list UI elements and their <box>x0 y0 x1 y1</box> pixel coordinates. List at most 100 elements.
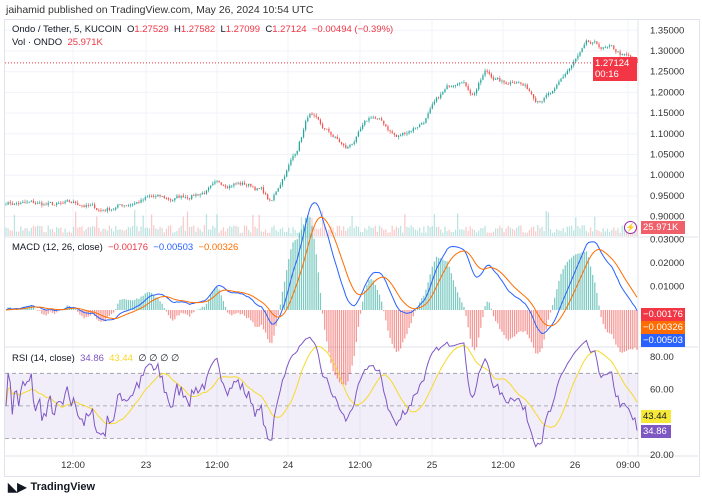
volume-bar <box>148 228 151 236</box>
volume-bar <box>516 227 518 236</box>
candle-body <box>43 204 45 206</box>
macd-histogram-bar <box>277 310 279 316</box>
macd-histogram-bar <box>414 310 417 312</box>
volume-bar <box>34 226 37 236</box>
volume-bar <box>220 230 222 236</box>
lightning-icon[interactable]: ⚡ <box>624 221 637 234</box>
volume-bar <box>104 229 106 236</box>
volume-bar <box>60 227 62 236</box>
macd-histogram-bar <box>410 310 412 324</box>
candle-body <box>258 188 260 190</box>
macd-histogram-bar <box>573 255 575 310</box>
candle-body <box>419 124 421 128</box>
macd-histogram-bar <box>321 310 324 314</box>
macd-histogram-bar <box>75 308 77 310</box>
macd-histogram-bar <box>408 310 410 329</box>
volume-bar <box>195 231 197 236</box>
candle-body <box>425 118 427 123</box>
candle-body <box>121 204 123 206</box>
macd-histogram-bar <box>482 310 484 318</box>
time-axis-label: 12:00 <box>348 460 372 471</box>
macd-histogram-bar <box>362 301 364 310</box>
candle-body <box>300 137 303 142</box>
volume-bar <box>231 227 233 236</box>
volume-bar <box>482 228 484 236</box>
macd-histogram-bar <box>294 240 296 310</box>
volume-bar <box>193 225 195 236</box>
macd-histogram-bar <box>372 280 374 310</box>
macd-histogram-bar <box>340 310 343 385</box>
candle-body <box>381 118 383 121</box>
candle-body <box>7 202 9 205</box>
macd-histogram-bar <box>511 310 514 338</box>
candle-body <box>608 45 611 47</box>
volume-bar <box>216 214 218 236</box>
rsi-value: 34.86 <box>80 353 104 364</box>
macd-histogram-bar <box>499 310 501 330</box>
candle-body <box>427 113 429 119</box>
macd-histogram-bar <box>615 310 617 345</box>
macd-histogram-bar <box>226 310 229 313</box>
macd-histogram-bar <box>530 310 533 343</box>
macd-histogram-bar <box>395 310 398 353</box>
candle-body <box>587 40 590 43</box>
macd-histogram-bar <box>570 257 573 310</box>
macd-histogram-bar <box>313 238 315 310</box>
macd-histogram-bar <box>169 310 172 319</box>
macd-histogram-bar <box>518 310 520 332</box>
volume-bar <box>395 226 398 236</box>
candle-body <box>522 83 524 86</box>
open-value: 1.27529 <box>134 24 169 35</box>
volume-bar <box>410 225 412 236</box>
tradingview-logo[interactable]: ◣▶ TradingView <box>8 480 95 494</box>
volume-bar <box>484 225 486 236</box>
macd-histogram-bar <box>387 310 389 331</box>
macd-histogram-bar <box>112 310 115 313</box>
rsi-legend: RSI (14, close) 34.86 43.44 ∅ ∅ ∅ ∅ <box>12 353 179 364</box>
macd-histogram-bar <box>119 299 121 310</box>
macd-histogram-bar <box>623 310 625 352</box>
candle-body <box>566 70 568 75</box>
volume-bar <box>89 227 92 236</box>
candle-body <box>501 80 503 82</box>
volume-bar <box>594 216 596 236</box>
volume-bar <box>423 226 425 236</box>
volume-bar <box>77 227 79 236</box>
candle-body <box>494 79 497 80</box>
macd-legend: MACD (12, 26, close) −0.00176 −0.00503 −… <box>12 242 238 253</box>
candle-body <box>264 193 267 195</box>
volume-bar <box>197 227 199 236</box>
macd-hist-tag: −0.00326 <box>641 321 685 334</box>
volume-bar <box>509 227 512 236</box>
candle-body <box>281 179 284 185</box>
candle-body <box>288 165 290 171</box>
macd-histogram-bar <box>182 310 184 314</box>
volume-bar <box>366 229 368 236</box>
macd-histogram-bar <box>575 254 577 310</box>
candle-body <box>446 85 448 90</box>
macd-histogram-bar <box>353 310 355 356</box>
candle-body <box>123 205 125 207</box>
volume-bar <box>602 228 604 236</box>
candle-body <box>5 204 7 206</box>
time-axis-label: 09:00 <box>616 460 640 471</box>
candle-body <box>315 115 317 117</box>
time-axis-label: 24 <box>283 460 294 471</box>
time-axis-label: 12:00 <box>205 460 229 471</box>
volume-bar <box>112 231 115 236</box>
rsi-ma-tag: 43.44 <box>641 410 671 423</box>
candle-body <box>292 155 294 160</box>
macd-histogram-bar <box>188 310 191 317</box>
volume-bar <box>600 232 602 236</box>
volume-bar <box>378 226 381 236</box>
candle-body <box>416 127 419 129</box>
volume-bar <box>583 225 585 236</box>
rsi-ma-value: 43.44 <box>109 353 133 364</box>
macd-histogram-bar <box>357 310 360 327</box>
macd-histogram-bar <box>516 310 518 335</box>
candle-body <box>313 114 315 116</box>
candle-body <box>51 202 54 205</box>
macd-histogram-bar <box>298 233 300 310</box>
volume-bar <box>5 227 7 236</box>
